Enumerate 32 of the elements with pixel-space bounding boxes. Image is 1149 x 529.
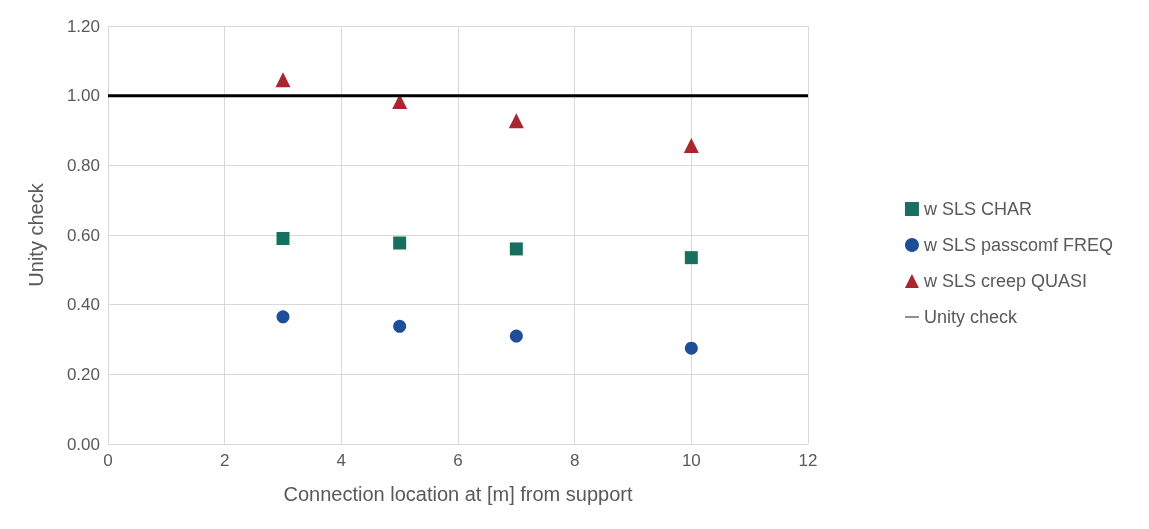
point	[684, 341, 698, 355]
x-tick-label: 12	[798, 451, 818, 470]
y-tick-label: 0.80	[66, 155, 100, 175]
point	[393, 236, 407, 250]
x-tick-label: 2	[219, 451, 230, 470]
legend-label: w SLS passcomf FREQ	[922, 235, 1114, 255]
x-tick-label: 8	[569, 451, 580, 470]
point	[275, 72, 291, 88]
y-tick-label: 0.20	[66, 364, 100, 384]
x-tick-label: 4	[336, 451, 347, 470]
point	[509, 242, 523, 256]
x-tick-label: 10	[681, 451, 701, 470]
legend-label: w SLS creep QUASI	[922, 271, 1088, 291]
legend-label: w SLS CHAR	[922, 199, 1032, 219]
x-tick-label: 0	[103, 451, 113, 470]
point	[684, 251, 698, 265]
point	[393, 319, 407, 333]
point	[276, 310, 290, 324]
point	[509, 329, 523, 343]
y-tick-label: 1.20	[66, 16, 100, 36]
point	[276, 231, 290, 245]
x-axis-title: Connection location at [m] from support	[283, 483, 633, 505]
y-tick-label: 0.60	[66, 225, 100, 245]
x-tick-label: 6	[453, 451, 463, 470]
point	[392, 94, 408, 110]
y-tick-label: 1.00	[66, 86, 100, 106]
y-tick-label: 0.00	[66, 434, 100, 454]
point	[508, 113, 524, 129]
y-tick-label: 0.40	[66, 295, 100, 315]
legend-label: Unity check	[923, 307, 1018, 327]
y-axis-title: Unity check	[25, 182, 47, 287]
point	[683, 137, 699, 153]
